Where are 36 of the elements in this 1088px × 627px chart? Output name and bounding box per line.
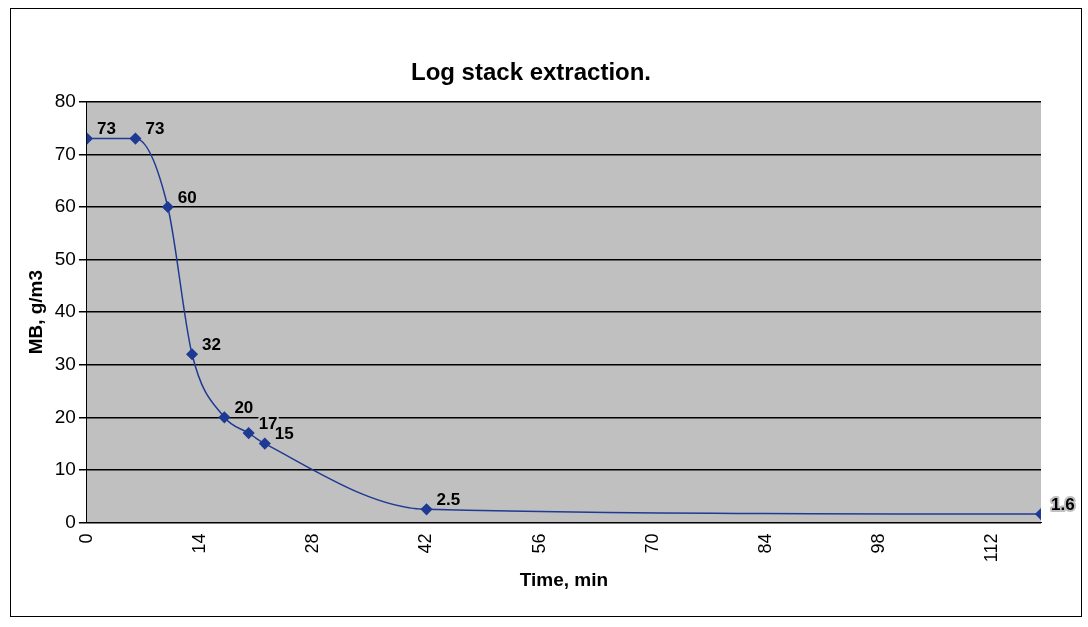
y-tick-label: 10: [54, 458, 76, 480]
point: [129, 132, 142, 145]
data-label: 32: [202, 334, 221, 354]
y-axis-title: MB, g/m3: [24, 269, 46, 355]
x-tick-label: 98: [868, 533, 889, 554]
y-tick-label: 50: [54, 247, 76, 269]
point: [162, 201, 174, 213]
y-tick-label: 20: [54, 405, 76, 427]
y-tick-label: 0: [65, 510, 76, 532]
x-tick-label: 0: [75, 533, 96, 544]
point: [218, 411, 231, 424]
data-label: 15: [274, 424, 294, 444]
data-label: 1.6: [1051, 494, 1075, 514]
data-label: 60: [177, 187, 197, 207]
point: [186, 348, 198, 360]
chart-title: Log stack extraction.: [410, 58, 652, 86]
data-label: 73: [96, 119, 116, 139]
x-tick-label: 84: [755, 533, 776, 554]
x-tick-label: 112: [981, 533, 1002, 563]
y-tick-label: 30: [54, 352, 76, 374]
y-tick-label: 40: [54, 300, 76, 322]
data-label: 2.5: [436, 490, 461, 510]
x-tick-label: 14: [189, 533, 210, 554]
x-tick-label: 42: [415, 533, 436, 554]
x-tick-label: 28: [302, 533, 323, 554]
data-label: 20: [234, 398, 254, 418]
x-axis-title: Time, min: [519, 568, 609, 590]
y-tick-label: 70: [54, 142, 76, 164]
point: [259, 437, 271, 450]
x-tick-label: 56: [528, 533, 549, 554]
y-tick-label: 60: [54, 195, 76, 217]
point: [242, 427, 255, 439]
point: [420, 503, 433, 516]
y-tick-label: 80: [54, 90, 76, 112]
x-tick-label: 70: [641, 533, 662, 554]
data-label: 73: [145, 119, 165, 139]
